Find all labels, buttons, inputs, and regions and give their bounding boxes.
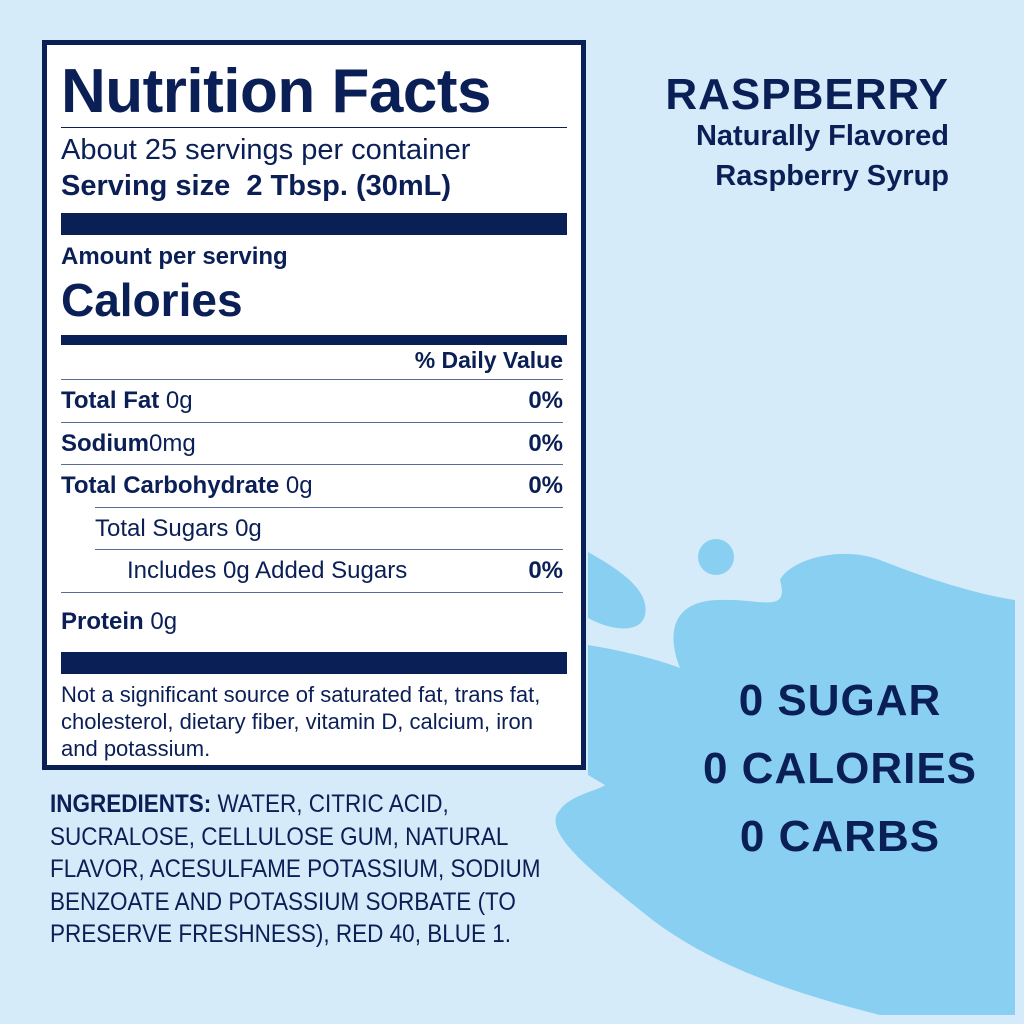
- amount-per-serving: Amount per serving: [61, 243, 288, 270]
- claim-calories: 0 CALORIES: [702, 744, 978, 793]
- nutrient-row: Total Carbohydrate 0g 0%: [61, 464, 563, 507]
- serving-size-label: Serving size: [61, 170, 231, 202]
- calories-label: Calories: [61, 274, 243, 326]
- nutrient-row: Protein 0g: [61, 592, 563, 651]
- servings-per-container: About 25 servings per container: [61, 134, 471, 166]
- thick-divider: [61, 652, 567, 674]
- claim-carbs: 0 CARBS: [739, 812, 941, 861]
- nutrition-facts-label: Nutrition Facts About 25 servings per co…: [42, 40, 586, 770]
- ingredients: INGREDIENTS: WATER, CITRIC ACID, SUCRALO…: [50, 788, 590, 951]
- label-title: Nutrition Facts: [61, 57, 491, 126]
- thick-divider: [61, 335, 567, 345]
- nutrient-row: Total Fat 0g 0%: [61, 379, 563, 422]
- nutrient-row: Sodium0mg 0%: [61, 422, 563, 465]
- product-description-line2: Raspberry Syrup: [715, 160, 949, 192]
- serving-size-value: 2 Tbsp. (30mL): [246, 170, 452, 202]
- ingredients-label: INGREDIENTS:: [50, 790, 212, 818]
- daily-value-header: % Daily Value: [414, 347, 563, 373]
- footnote: Not a significant source of saturated fa…: [61, 682, 541, 761]
- nutrient-row: Includes 0g Added Sugars 0%: [95, 549, 563, 592]
- claim-sugar: 0 SUGAR: [738, 676, 942, 725]
- product-description-line1: Naturally Flavored: [695, 120, 949, 152]
- nutrient-row: Total Sugars 0g: [95, 507, 563, 550]
- product-flavor: RASPBERRY: [665, 70, 949, 119]
- thick-divider: [61, 213, 567, 235]
- serving-size: Serving size 2 Tbsp. (30mL): [61, 169, 567, 203]
- divider: [61, 127, 567, 128]
- ingredients-text: WATER, CITRIC ACID, SUCRALOSE, CELLULOSE…: [50, 790, 541, 948]
